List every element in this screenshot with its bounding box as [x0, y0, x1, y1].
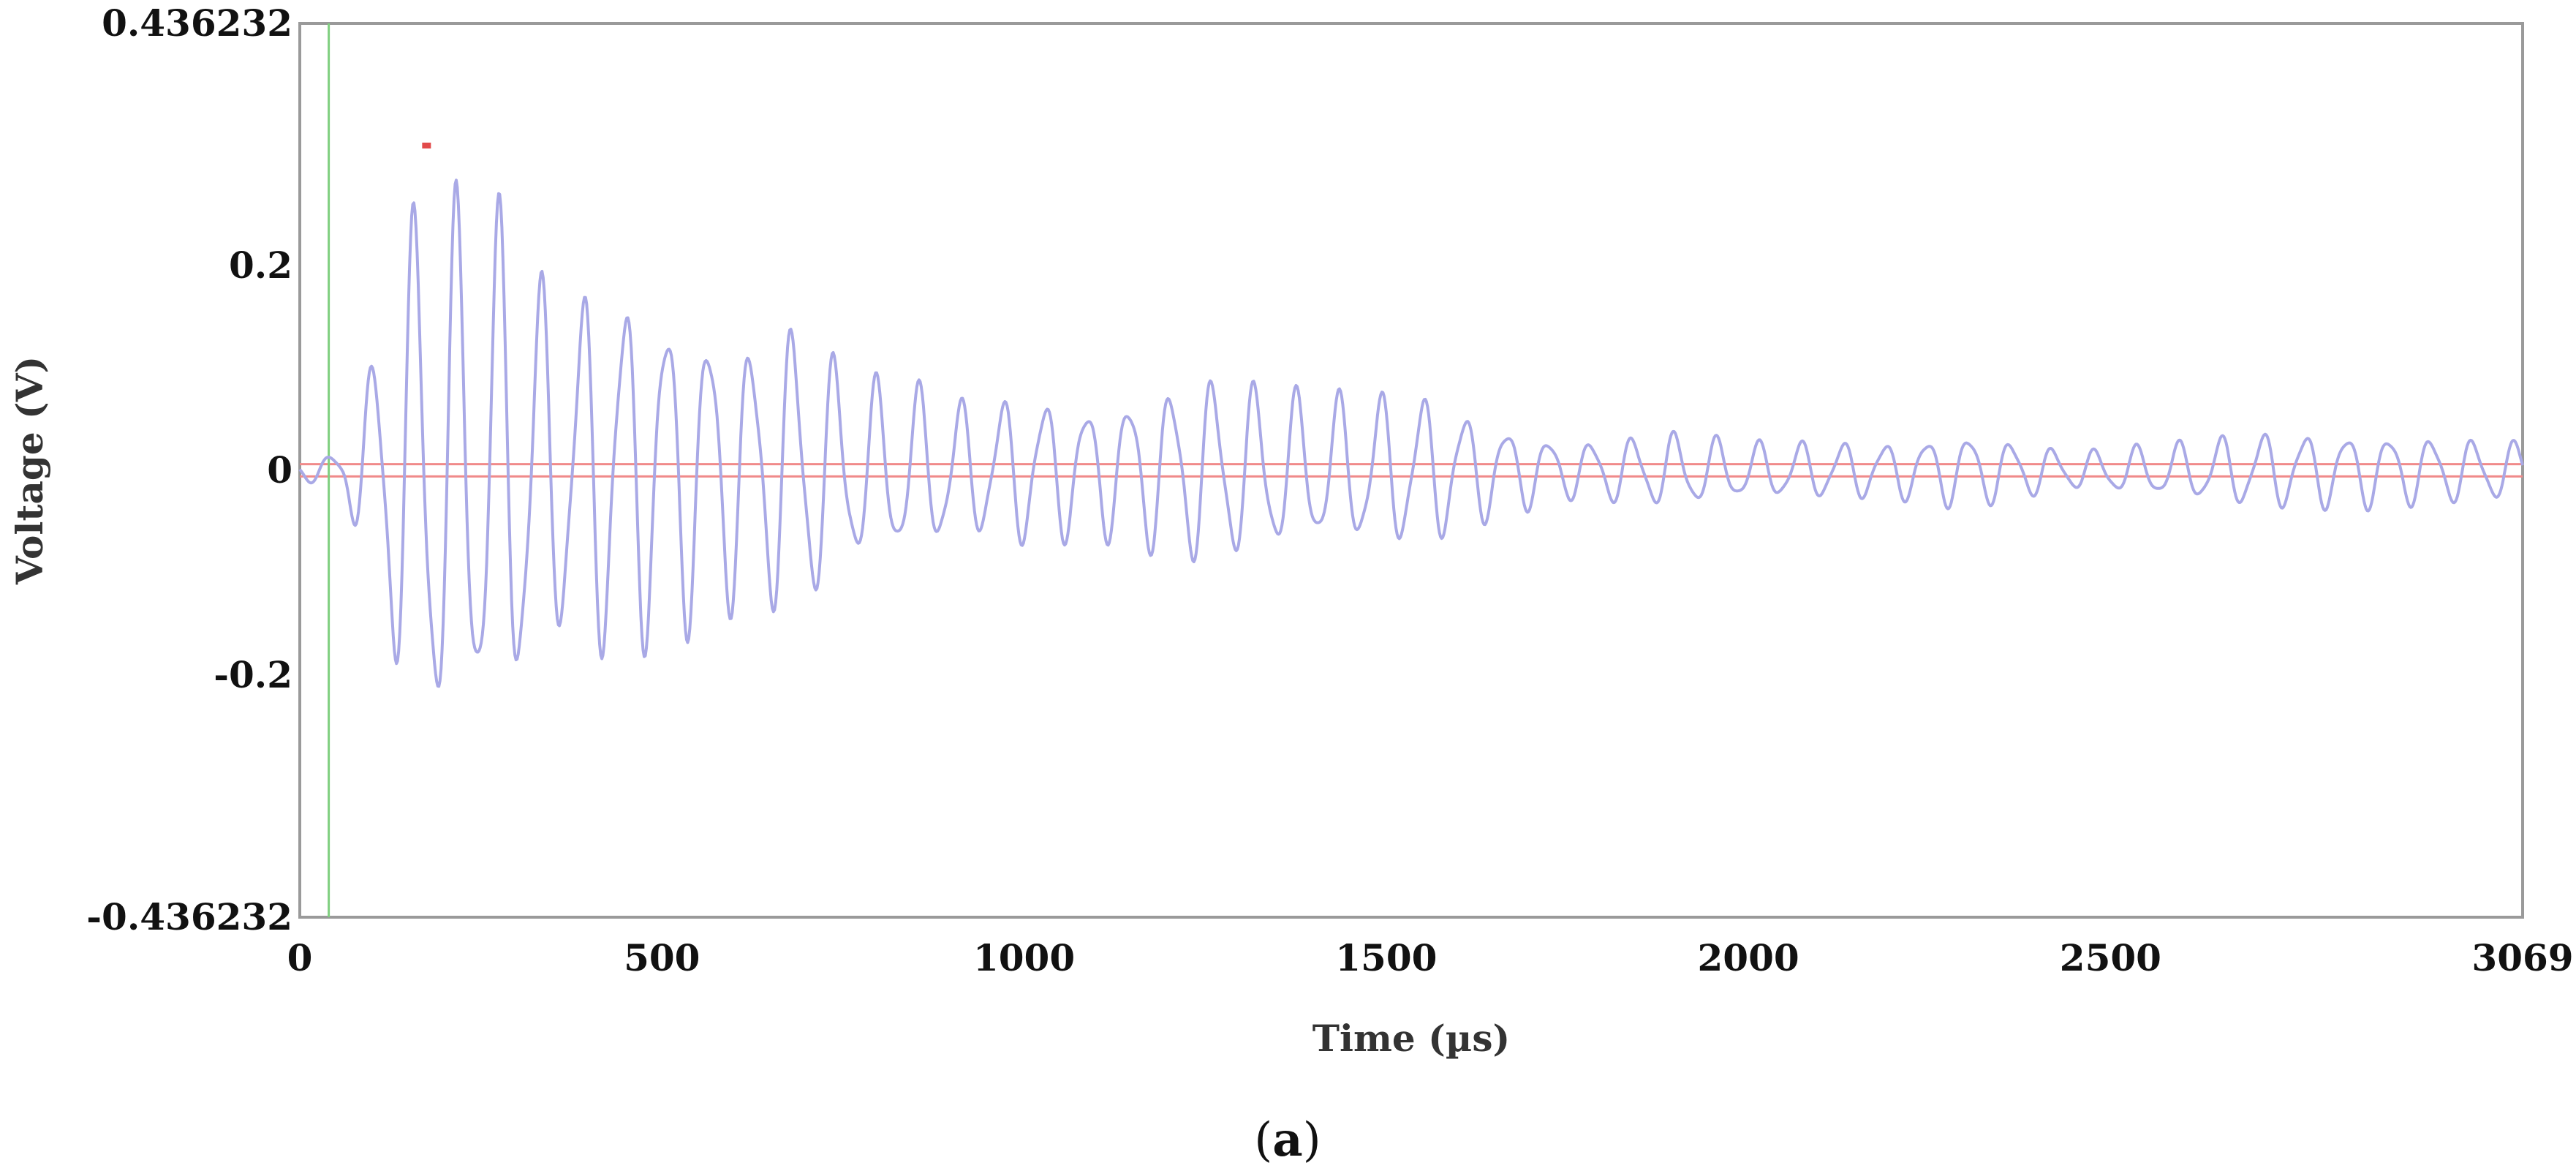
- x-tick-label: 3069: [2471, 936, 2573, 979]
- y-axis-title: Voltage (V): [8, 356, 51, 585]
- y-tick-label: -0.2: [214, 653, 292, 696]
- x-axis-ticks: 0 500 1000 1500 2000 2500 3069: [287, 936, 2574, 979]
- series-layer: [298, 178, 2524, 688]
- y-tick-label: 0: [267, 448, 292, 492]
- x-tick-label: 2000: [1698, 936, 1799, 979]
- x-tick-label: 1500: [1335, 936, 1437, 979]
- x-tick-label: 0: [287, 936, 313, 979]
- x-tick-label: 2500: [2060, 936, 2161, 979]
- voltage-series-line: [298, 178, 2524, 688]
- caption-label: a: [1272, 1112, 1302, 1167]
- y-axis-ticks: 0.436232 0.2 0 -0.2 -0.436232: [86, 1, 292, 938]
- caption-open: (: [1254, 1113, 1272, 1167]
- y-tick-label: 0.436232: [102, 1, 292, 45]
- x-tick-label: 500: [624, 936, 700, 979]
- y-tick-label: -0.436232: [86, 895, 292, 938]
- x-axis-title: Time (µs): [1312, 1017, 1510, 1060]
- figure-caption: (a): [1254, 1112, 1321, 1167]
- marker-layer: [422, 143, 431, 149]
- x-tick-label: 1000: [973, 936, 1075, 979]
- peak-marker: [422, 143, 431, 149]
- caption-close: ): [1303, 1113, 1321, 1167]
- y-tick-label: 0.2: [229, 244, 292, 287]
